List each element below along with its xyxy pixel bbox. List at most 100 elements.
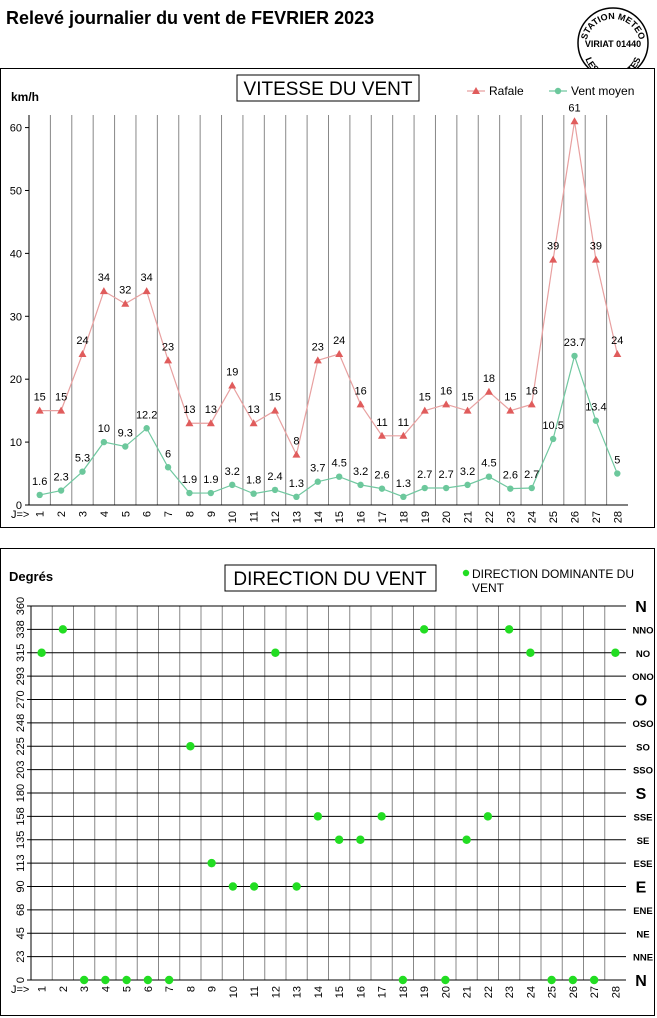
data-point-direction [398,975,408,985]
legend-marker-triangle [472,87,480,94]
chart-title: VITESSE DU VENT [244,79,413,100]
data-point-rafale [442,400,451,408]
data-label-rafale: 15 [55,392,67,404]
data-label-rafale: 34 [98,272,110,284]
data-point-direction [356,835,365,844]
y-tick-label: 270 [15,690,27,708]
data-label-rafale: 15 [269,392,281,404]
legend-label: Rafale [489,84,524,98]
x-tick-label: 6 [143,986,155,992]
y-tick-label: 135 [15,831,27,849]
data-label-vent-moyen: 1.6 [32,476,47,488]
data-point-vent-moyen [79,468,86,475]
x-tick-label: 1 [35,511,47,517]
data-point-vent-moyen [229,481,236,489]
data-label-rafale: 18 [483,373,495,385]
wind-direction-chart-panel: 0 23 45 68 90 113 135 158 180 203 225 248 270 293 315 3… [0,548,655,1016]
legend-marker-circle [462,569,470,577]
x-tick-label: 17 [377,986,389,998]
data-point-vent-moyen [36,491,43,499]
data-point-rafale [292,450,301,458]
data-point-rafale [506,406,515,414]
x-tick-label: 28 [612,511,624,523]
data-point-vent-moyen [335,473,343,480]
data-point-vent-moyen [164,464,172,471]
x-tick-label: 23 [504,986,516,998]
x-tick-label: 5 [120,511,132,517]
data-label-vent-moyen: 10 [98,423,110,435]
data-point-rafale [377,431,386,439]
x-tick-label: 15 [334,511,346,523]
y-tick-label: 0 [16,500,22,512]
data-label-rafale: 15 [461,392,473,404]
data-point-vent-moyen [378,485,386,492]
data-label-vent-moyen: 2.7 [417,469,432,481]
data-point-direction [334,835,344,844]
data-point-direction [547,975,556,985]
x-tick-label: 23 [505,511,517,523]
x-tick-label: 9 [207,986,219,992]
series-line-rafale [39,121,618,457]
data-label-rafale: 24 [333,335,345,347]
x-axis-label: J=> [11,509,29,521]
data-label-rafale: 34 [141,272,153,284]
chart-title-box [224,564,437,592]
data-point-direction [611,648,620,657]
y-tick-label: 158 [15,807,27,825]
data-point-rafale [570,117,579,125]
data-label-rafale: 39 [590,241,602,253]
data-point-rafale [164,356,173,364]
data-label-vent-moyen: 2.4 [267,471,282,483]
x-tick-label: 14 [313,986,325,998]
x-tick-label: 4 [99,511,111,517]
x-tick-label: 9 [206,511,218,517]
data-point-direction [419,625,429,634]
compass-label: SO [636,742,650,753]
compass-label: NO [636,649,650,660]
data-label-vent-moyen: 4.5 [481,458,496,470]
data-label-rafale: 23 [162,341,174,353]
y-tick-label: 90 [15,880,27,892]
data-point-direction [249,882,259,891]
data-point-direction [377,812,386,821]
x-axis-label: J=> [11,984,29,996]
x-tick-label: 17 [377,511,389,523]
x-tick-label: 4 [100,986,112,992]
data-label-rafale: 11 [376,417,387,429]
data-point-direction [58,625,68,634]
x-tick-label: 28 [610,986,622,998]
y-axis-label: Degrés [9,569,53,584]
data-point-vent-moyen [485,473,493,480]
y-tick-label: 203 [15,760,27,778]
compass-label: ESE [633,859,652,870]
x-tick-label: 18 [398,986,410,998]
stamp-line-middle: VIRIAT 01440 [585,39,641,49]
data-point-vent-moyen [464,481,471,489]
data-point-direction [164,975,174,985]
data-label-vent-moyen: 2.7 [524,469,539,481]
y-tick-label: 0 [15,977,27,983]
data-point-direction [441,975,450,985]
data-label-vent-moyen: 2.7 [439,469,454,481]
legend-label: Vent moyen [571,84,634,98]
data-label-rafale: 13 [183,404,195,416]
compass-label: SE [637,836,650,847]
data-point-vent-moyen [571,352,578,360]
data-label-vent-moyen: 3.2 [460,466,475,478]
data-label-rafale: 16 [354,385,366,397]
data-point-vent-moyen [143,425,150,432]
data-point-rafale [591,255,600,263]
data-point-rafale [527,400,536,408]
page-title: Relevé journalier du vent de FEVRIER 202… [6,8,375,28]
compass-label-major: E [636,880,647,897]
data-point-direction [483,812,493,821]
x-tick-label: 5 [122,986,134,992]
compass-label: NNE [633,953,653,964]
legend-marker-circle [554,87,562,95]
x-tick-label: 19 [420,511,432,523]
data-point-vent-moyen [357,481,364,489]
x-tick-label: 19 [419,986,431,998]
data-point-rafale [57,406,66,414]
data-point-rafale [271,406,280,414]
